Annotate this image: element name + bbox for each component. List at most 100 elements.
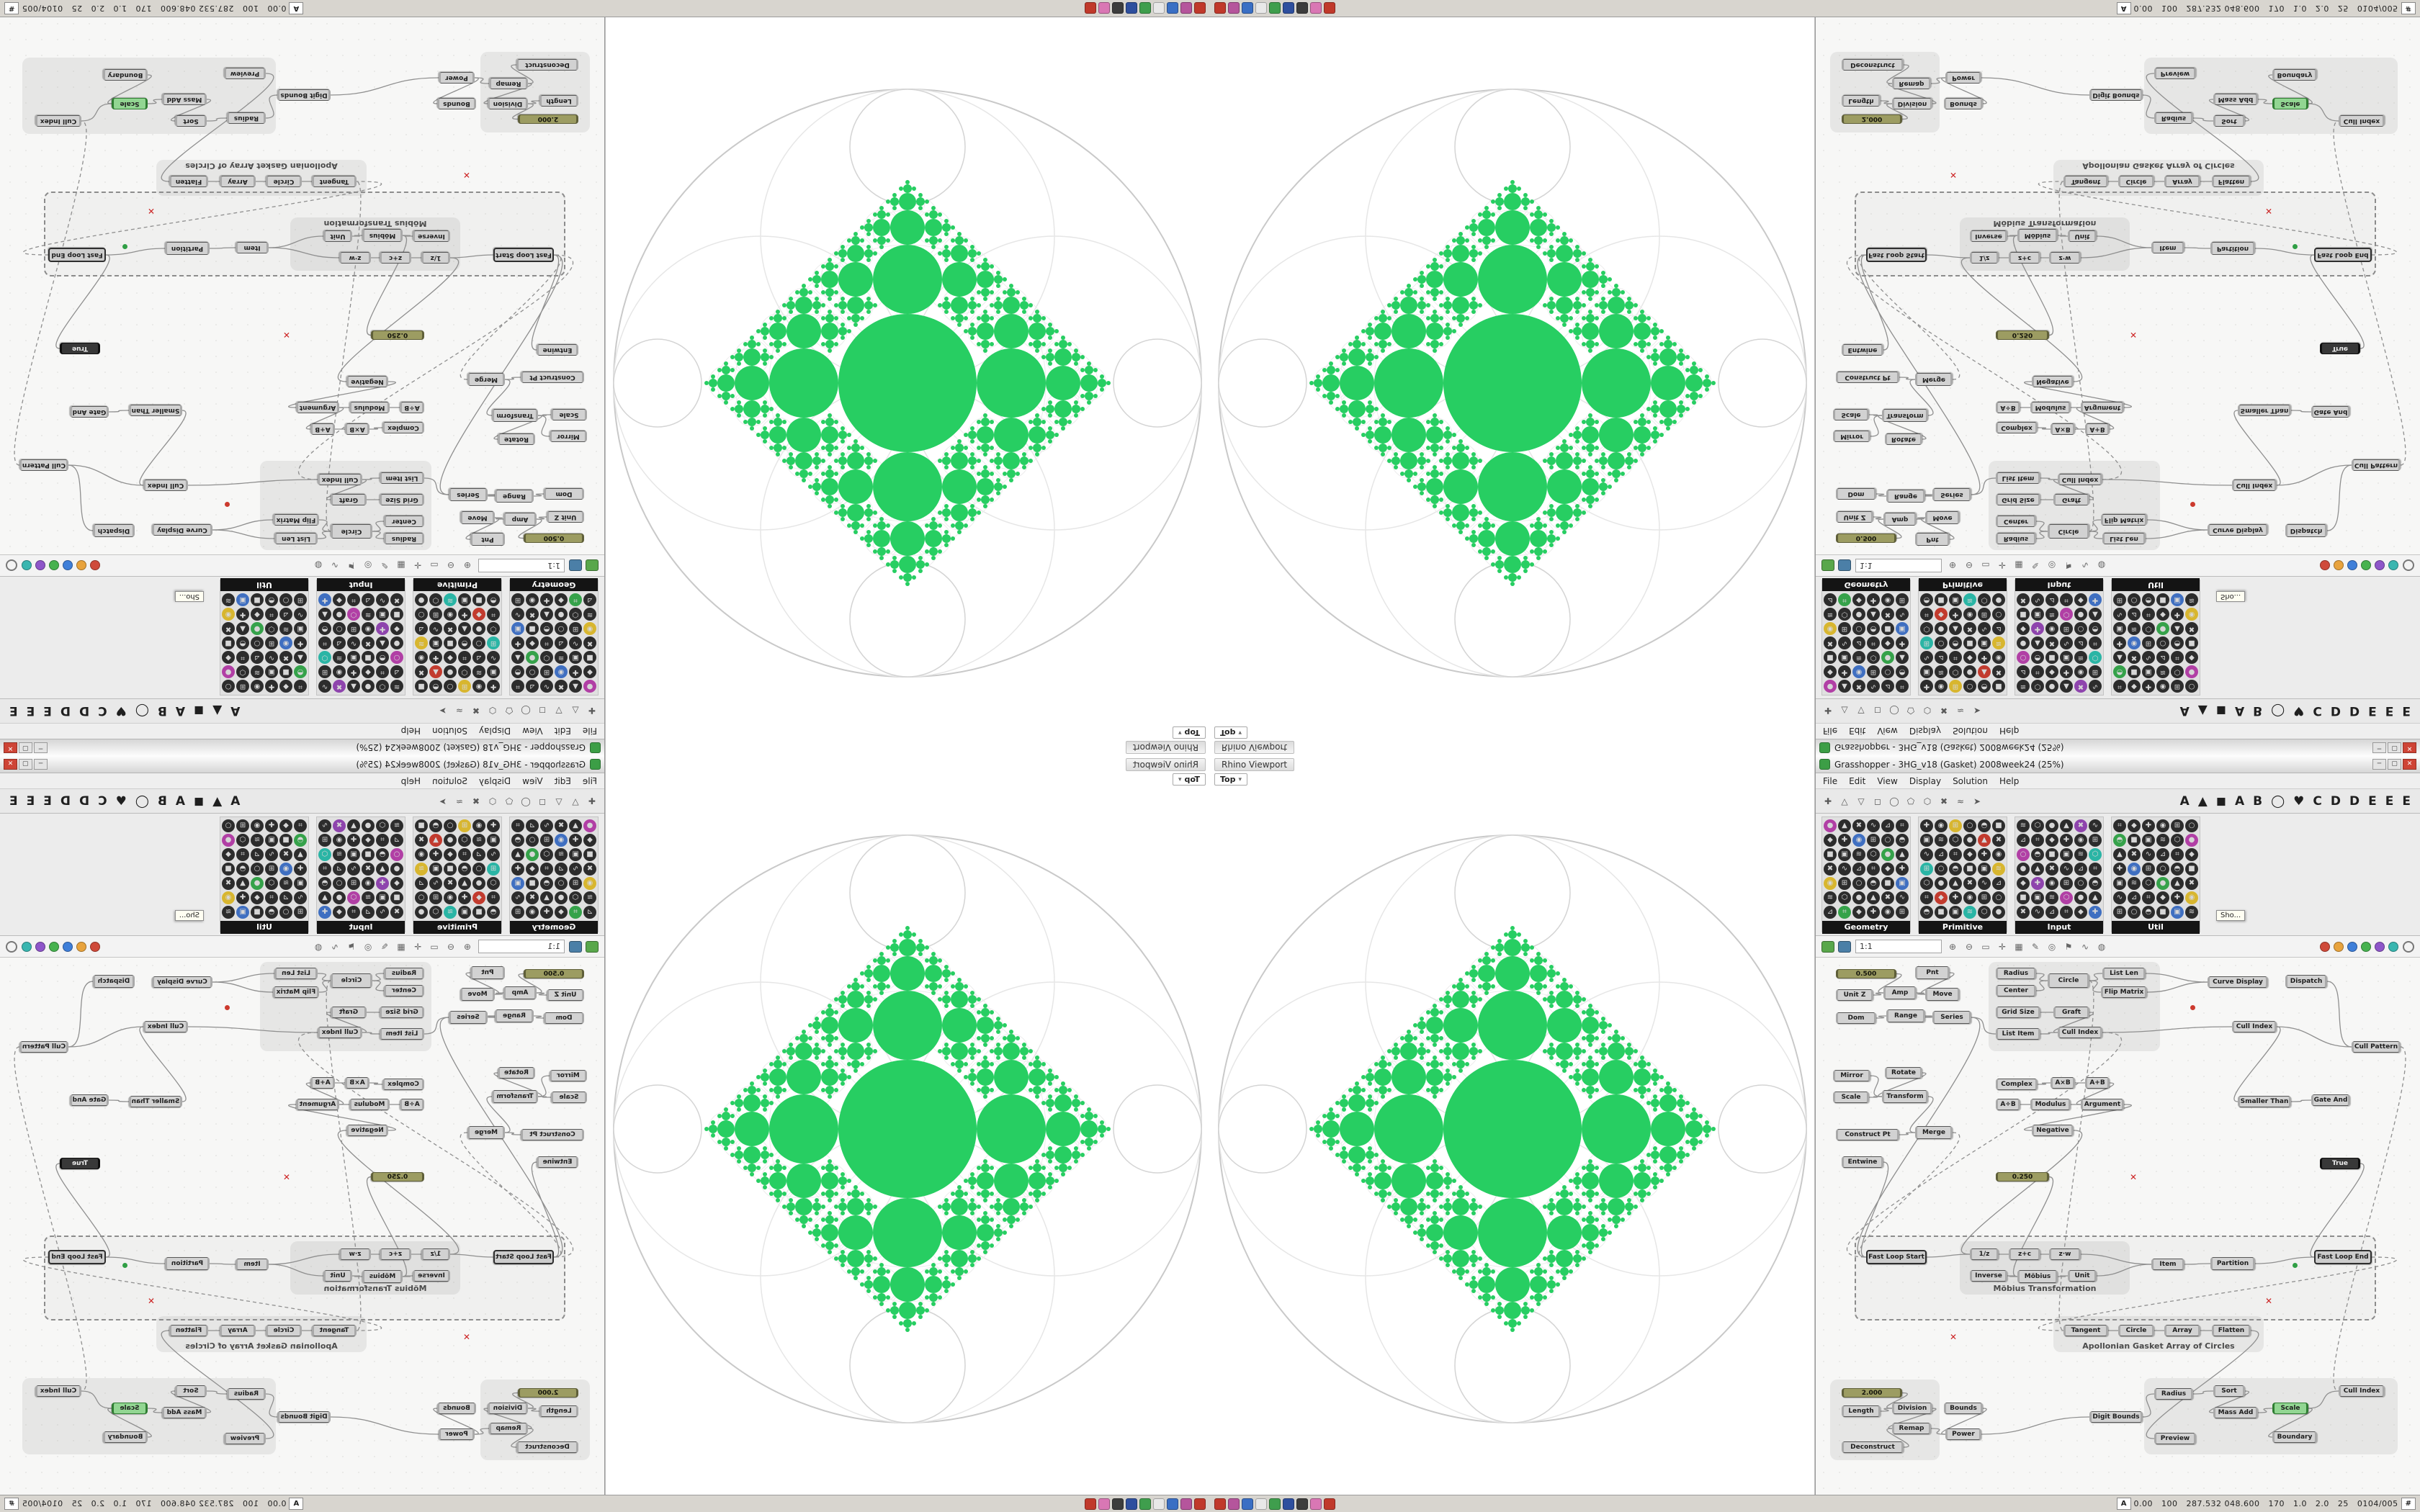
component-icon[interactable]: ● (583, 819, 596, 832)
category-tab[interactable]: A (2234, 703, 2245, 719)
component-icon[interactable]: ▣ (376, 608, 389, 621)
component-icon[interactable]: ◉ (1963, 891, 1976, 904)
category-tab[interactable]: B (157, 793, 167, 809)
component-icon[interactable]: ● (1852, 891, 1865, 904)
zoom-in-icon[interactable]: ⊕ (463, 560, 472, 571)
component-icon[interactable]: ⊿ (415, 877, 428, 890)
category-tab[interactable]: E (26, 793, 35, 809)
component-icon[interactable]: ⬡ (458, 834, 471, 847)
component-icon[interactable]: ≋ (415, 636, 428, 649)
component-icon[interactable]: ∿ (511, 608, 524, 621)
component-icon[interactable]: ◉ (444, 608, 457, 621)
component-icon[interactable]: ✖ (362, 636, 375, 649)
component-icon[interactable]: ▲ (1949, 622, 1962, 635)
component-icon[interactable]: ○ (1963, 819, 1976, 832)
component-icon[interactable]: ≋ (333, 651, 346, 664)
category-tab-icon[interactable]: ≈ (455, 706, 464, 716)
component-icon[interactable]: ✚ (1838, 665, 1851, 678)
component-icon[interactable]: ▲ (2060, 819, 2073, 832)
component-icon[interactable]: ○ (279, 906, 292, 919)
gh-component[interactable]: Power (439, 1428, 475, 1440)
component-icon[interactable]: ⊞ (318, 834, 331, 847)
gh-component[interactable]: Amp (1883, 513, 1917, 526)
gh-component[interactable]: Bounds (1944, 1403, 1983, 1414)
component-icon[interactable]: ● (251, 877, 264, 890)
category-tab[interactable]: E (2385, 703, 2394, 719)
gh-component[interactable]: Modulus (349, 1099, 390, 1110)
component-icon[interactable]: ⊞ (487, 863, 500, 876)
component-icon[interactable]: ✖ (1963, 622, 1976, 635)
app-icon-green[interactable] (1139, 1498, 1151, 1510)
marker-icon[interactable]: ⚑ (2064, 941, 2073, 952)
gh-component[interactable]: Deconstruct (516, 1441, 578, 1453)
gh-component[interactable]: Length (1842, 1405, 1881, 1417)
grasshopper-titlebar[interactable]: Grasshopper - 3HG_v18 (Gasket) 2008week2… (0, 739, 604, 756)
gh-component[interactable]: A÷B (1996, 402, 2020, 413)
gh-component[interactable]: Remap (489, 1423, 528, 1434)
component-icon[interactable]: ● (2045, 819, 2058, 832)
gh-component[interactable]: Fast Loop End (48, 1250, 106, 1264)
gh-component[interactable]: Partition (2210, 1257, 2255, 1270)
component-icon[interactable]: ✖ (390, 593, 403, 606)
component-icon[interactable]: ∿ (429, 622, 442, 635)
component-icon[interactable]: ▲ (294, 848, 307, 861)
gh-component[interactable]: Amp (503, 513, 537, 526)
component-icon[interactable]: ● (415, 906, 428, 919)
component-icon[interactable]: ● (2156, 877, 2169, 890)
close-button-2[interactable] (1085, 2, 1096, 14)
display-mode-ball[interactable] (76, 560, 86, 571)
component-icon[interactable]: ∿ (318, 819, 331, 832)
gh-component[interactable]: Fast Loop Start (1866, 248, 1927, 262)
component-icon[interactable]: ⬡ (2089, 651, 2102, 664)
gh-component[interactable]: Item (236, 1259, 269, 1270)
component-icon[interactable]: ✖ (1992, 665, 2005, 678)
component-icon[interactable]: ● (390, 863, 403, 876)
gh-component[interactable]: z·w (2049, 1248, 2081, 1260)
minimize-button[interactable]: ─ (2372, 759, 2386, 770)
component-icon[interactable]: ✖ (2045, 636, 2058, 649)
component-icon[interactable]: ✚ (1838, 834, 1851, 847)
gh-component[interactable]: Unit (2068, 230, 2097, 242)
component-icon[interactable]: ⌗ (2171, 651, 2184, 664)
component-icon[interactable]: ▣ (2142, 834, 2155, 847)
component-icon[interactable]: ⊿ (251, 651, 264, 664)
component-icon[interactable]: ⌗ (2060, 593, 2073, 606)
gh-component[interactable]: Argument (296, 1099, 339, 1110)
close-button[interactable]: ✕ (4, 759, 17, 770)
gh-component[interactable]: Pnt (470, 533, 505, 546)
gh-component[interactable]: 2.000 (518, 114, 578, 124)
gh-component[interactable]: Pnt (470, 966, 505, 979)
category-tab[interactable]: A (2179, 793, 2190, 809)
component-icon[interactable]: ▲ (2031, 863, 2044, 876)
component-icon[interactable]: ⊞ (236, 819, 249, 832)
component-icon[interactable]: ◉ (2156, 680, 2169, 693)
component-icon[interactable]: ✚ (318, 593, 331, 606)
category-tab-icon[interactable]: ➤ (1973, 796, 1981, 806)
gh-component[interactable]: Transform (492, 409, 538, 422)
component-icon[interactable]: ⌗ (2031, 834, 2044, 847)
component-icon[interactable]: ⊞ (318, 665, 331, 678)
gh-component[interactable]: 2.000 (518, 1388, 578, 1398)
component-icon[interactable]: ✚ (2113, 636, 2126, 649)
component-icon[interactable]: ⊞ (429, 608, 442, 621)
category-tab[interactable]: D (2349, 793, 2360, 809)
component-icon[interactable]: ⬡ (236, 665, 249, 678)
component-icon[interactable]: ○ (2185, 819, 2198, 832)
component-icon[interactable]: ■ (279, 665, 292, 678)
component-icon[interactable]: ○ (444, 680, 457, 693)
component-icon[interactable]: ◆ (472, 608, 485, 621)
category-tab[interactable]: ◯ (2271, 793, 2285, 809)
gh-component[interactable]: Boundary (103, 69, 148, 81)
component-icon[interactable]: ⊞ (1867, 834, 1880, 847)
zoom-extents-icon[interactable]: ▭ (1981, 560, 1990, 571)
component-icon[interactable]: ✚ (236, 608, 249, 621)
component-icon[interactable]: ✖ (1824, 863, 1837, 876)
gh-component[interactable]: Smaller Than (129, 1096, 182, 1107)
component-icon[interactable]: ∿ (2113, 891, 2126, 904)
component-icon[interactable]: ○ (526, 665, 539, 678)
component-icon[interactable]: ▲ (2060, 680, 2073, 693)
component-icon[interactable]: ⌗ (1920, 891, 1933, 904)
component-icon[interactable]: ✚ (2142, 819, 2155, 832)
component-icon[interactable]: ∿ (1896, 608, 1909, 621)
component-icon[interactable]: ✚ (487, 680, 500, 693)
